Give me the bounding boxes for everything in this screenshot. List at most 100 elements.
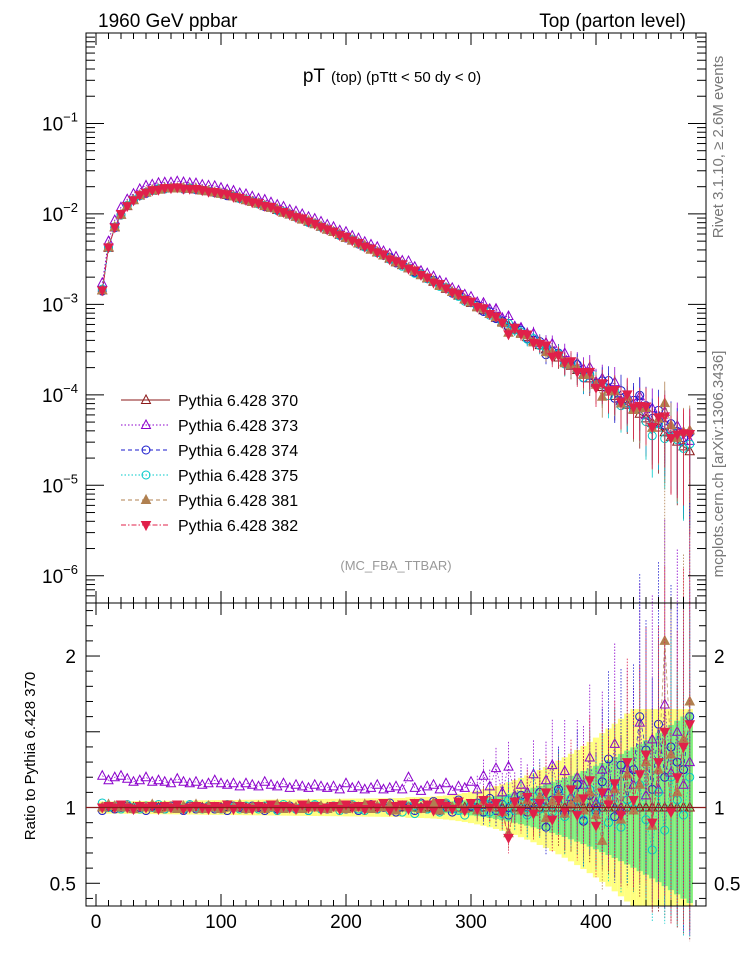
main-marker bbox=[178, 184, 189, 195]
ratio-marker bbox=[215, 803, 227, 814]
ratio-marker bbox=[434, 804, 446, 815]
ratio-marker bbox=[246, 778, 258, 789]
main-marker bbox=[621, 390, 633, 401]
main-marker bbox=[103, 243, 114, 254]
ratio-marker bbox=[384, 781, 396, 792]
main-marker bbox=[665, 434, 677, 445]
ratio-marker bbox=[140, 803, 152, 814]
main-marker bbox=[596, 379, 608, 390]
main-marker bbox=[590, 383, 602, 394]
ratio-marker bbox=[259, 775, 271, 786]
main-marker bbox=[121, 202, 133, 213]
ratio-marker bbox=[609, 779, 621, 790]
main-marker bbox=[115, 209, 127, 221]
main-marker bbox=[653, 413, 664, 424]
main-marker bbox=[540, 341, 552, 352]
ratio-marker bbox=[340, 777, 352, 788]
ratio-marker bbox=[465, 798, 477, 810]
ratio-marker bbox=[596, 788, 608, 799]
plot-title-sub: (top) (pTtt < 50 dy < 0) bbox=[331, 69, 481, 86]
main-marker bbox=[378, 250, 389, 261]
ratio-marker bbox=[503, 760, 514, 771]
ratio-marker bbox=[121, 772, 133, 783]
ratio-marker bbox=[640, 750, 652, 761]
ratio-marker bbox=[221, 778, 233, 789]
xtick-label: 200 bbox=[330, 912, 362, 933]
ratio-marker bbox=[410, 809, 420, 819]
main-marker bbox=[584, 367, 596, 378]
ratio-marker bbox=[159, 775, 171, 786]
ratio-marker bbox=[153, 774, 164, 785]
ratio-marker bbox=[178, 775, 189, 786]
main-marker bbox=[140, 188, 152, 199]
ratio-ytick-label: 1 bbox=[65, 799, 76, 820]
ratio-ytick-label: 2 bbox=[714, 647, 725, 668]
main-marker bbox=[128, 196, 139, 207]
main-marker bbox=[565, 357, 577, 368]
ratio-marker bbox=[528, 809, 539, 820]
ratio-marker bbox=[421, 780, 433, 791]
rivet-label: Rivet 3.1.10, ≥ 2.6M events bbox=[710, 56, 727, 239]
ratio-marker bbox=[421, 800, 433, 811]
main-marker bbox=[546, 352, 558, 363]
ratio-marker bbox=[665, 808, 677, 819]
plot-title: pT (top) (pTtt < 50 dy < 0) bbox=[303, 66, 481, 87]
main-ytick-label-base: 10 bbox=[42, 567, 63, 588]
ratio-panel-marks bbox=[96, 409, 696, 942]
legend-marker bbox=[140, 493, 152, 504]
main-marker bbox=[646, 423, 658, 434]
main-marker bbox=[96, 286, 108, 297]
main-series-5 bbox=[96, 183, 696, 518]
ratio-marker bbox=[228, 777, 239, 788]
main-marker bbox=[146, 186, 158, 197]
main-marker bbox=[628, 403, 639, 414]
ratio-marker bbox=[165, 803, 177, 814]
ratio-marker bbox=[496, 808, 508, 819]
legend-label: Pythia 6.428 375 bbox=[178, 468, 298, 485]
ratio-marker bbox=[478, 795, 489, 807]
ratio-marker bbox=[334, 783, 346, 794]
ratio-marker bbox=[128, 775, 139, 786]
ratio-marker bbox=[396, 783, 408, 794]
ratio-marker bbox=[309, 778, 321, 789]
analysis-tag: (MC_FBA_TTBAR) bbox=[340, 558, 451, 573]
legend-marker bbox=[141, 445, 151, 455]
main-ytick-label: 10−2 bbox=[42, 200, 78, 226]
main-marker bbox=[453, 290, 464, 301]
ratio-marker bbox=[621, 758, 633, 769]
main-ytick-label-base: 10 bbox=[42, 295, 63, 316]
ratio-series-line bbox=[102, 724, 691, 838]
ratio-marker bbox=[259, 803, 271, 814]
ratio-marker bbox=[303, 803, 314, 814]
ratio-series-line bbox=[102, 704, 691, 811]
ratio-marker bbox=[215, 777, 227, 788]
ratio-marker bbox=[603, 800, 614, 811]
ratio-marker bbox=[503, 833, 514, 844]
main-marker bbox=[503, 330, 514, 341]
main-marker bbox=[615, 398, 627, 409]
ratio-marker bbox=[321, 803, 333, 814]
legend: Pythia 6.428 370 Pythia 6.428 373 Pythia 6… bbox=[121, 393, 298, 535]
ratio-marker bbox=[290, 778, 302, 789]
ratio-marker bbox=[490, 798, 502, 810]
ratio-ytick-label: 2 bbox=[65, 647, 76, 668]
main-ytick-label: 10−4 bbox=[42, 381, 78, 407]
ratio-marker bbox=[353, 780, 364, 791]
legend-label: Pythia 6.428 373 bbox=[178, 418, 298, 435]
main-marker bbox=[478, 304, 489, 315]
ratio-marker bbox=[415, 803, 427, 814]
legend-marker bbox=[140, 393, 152, 404]
main-ytick-label: 10−3 bbox=[42, 290, 78, 316]
ratio-series-5 bbox=[96, 517, 696, 932]
legend-marker bbox=[141, 470, 151, 480]
ratio-marker bbox=[634, 770, 646, 781]
legend-label: Pythia 6.428 382 bbox=[178, 518, 298, 535]
main-marker bbox=[134, 191, 146, 202]
ratio-marker bbox=[346, 781, 358, 792]
main-marker bbox=[465, 297, 477, 308]
main-panel-marks bbox=[96, 175, 696, 536]
main-marker bbox=[603, 386, 614, 397]
ratio-ytick-label: 0.5 bbox=[714, 874, 740, 895]
main-marker bbox=[153, 185, 164, 196]
main-marker bbox=[671, 430, 683, 441]
